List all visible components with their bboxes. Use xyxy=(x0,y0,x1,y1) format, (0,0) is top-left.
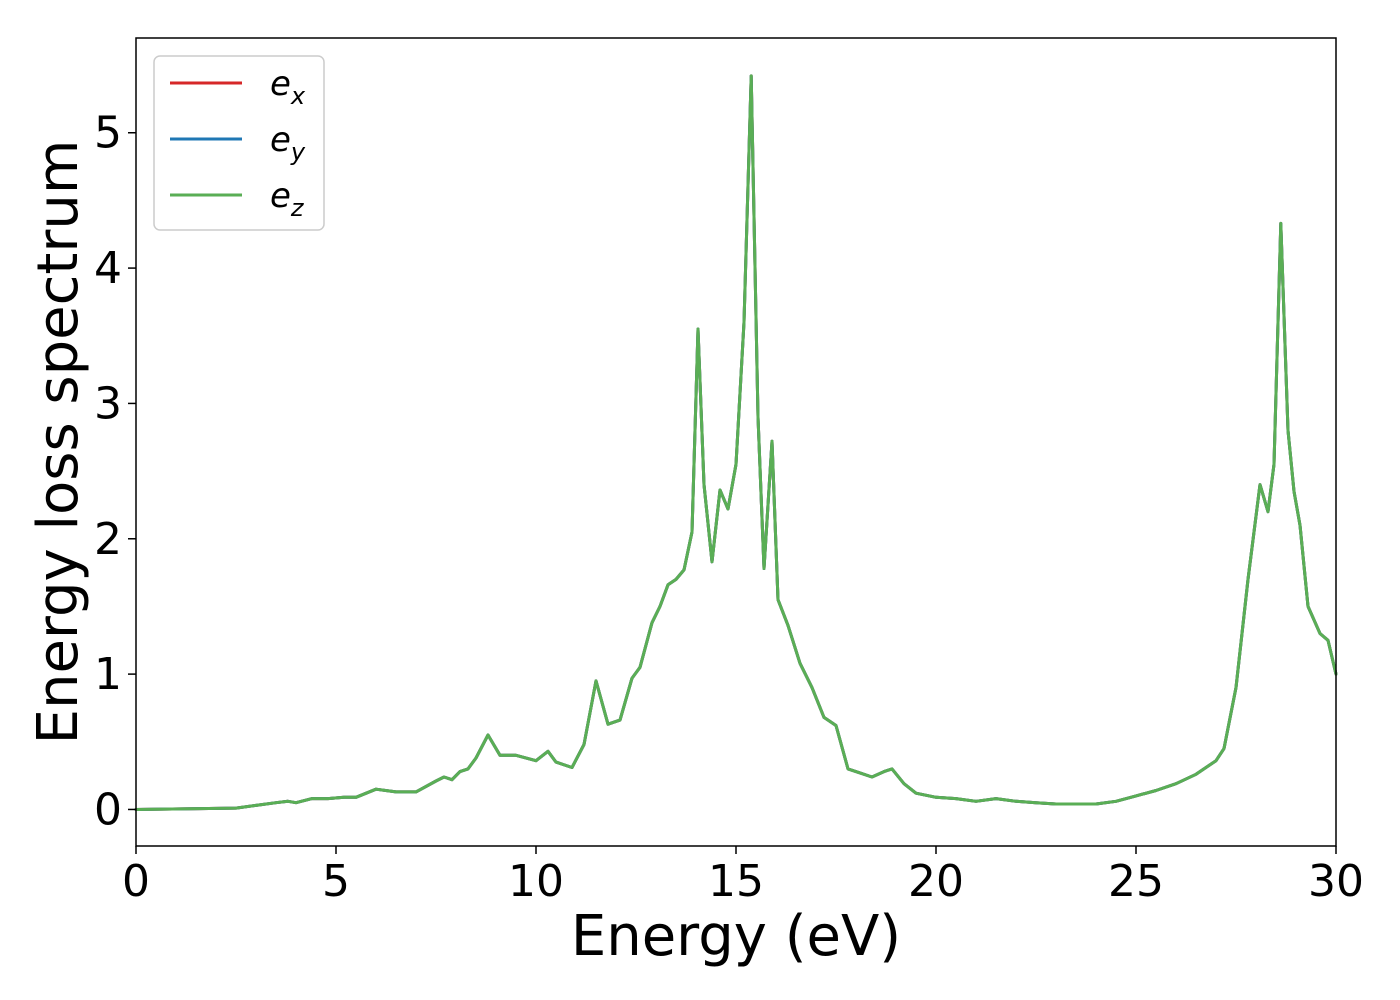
x-axis-ticks: 0 5 10 15 20 25 30 xyxy=(122,846,1364,907)
y-tick-label: 1 xyxy=(94,649,122,700)
legend-label-sub: x xyxy=(290,82,306,110)
x-tick-label: 25 xyxy=(1108,856,1164,907)
series-layer xyxy=(134,74,1338,811)
y-axis-title: Energy loss spectrum xyxy=(26,140,91,745)
legend-label-ez: ez xyxy=(270,176,305,222)
x-axis-title: Energy (eV) xyxy=(571,904,901,969)
legend-label-ex: ex xyxy=(270,64,306,110)
legend-label-main: e xyxy=(270,64,291,104)
legend-label-sub: y xyxy=(290,138,306,166)
legend-label-sub: z xyxy=(290,194,305,222)
legend-label-main: e xyxy=(270,120,291,160)
legend-label-main: e xyxy=(270,176,291,216)
x-tick-label: 0 xyxy=(122,856,150,907)
y-axis-ticks: 0 1 2 3 4 5 xyxy=(94,108,136,835)
legend-label-ey: ey xyxy=(270,120,306,166)
x-tick-label: 30 xyxy=(1308,856,1364,907)
y-tick-label: 0 xyxy=(94,784,122,835)
series-line-ez xyxy=(134,74,1338,811)
x-tick-label: 10 xyxy=(508,856,564,907)
legend-box xyxy=(153,55,325,231)
y-tick-label: 4 xyxy=(94,243,122,294)
y-tick-label: 2 xyxy=(94,514,122,565)
y-tick-label: 3 xyxy=(94,378,122,429)
x-tick-label: 15 xyxy=(708,856,764,907)
x-tick-label: 20 xyxy=(908,856,964,907)
x-tick-label: 5 xyxy=(322,856,350,907)
y-tick-label: 5 xyxy=(94,108,122,159)
